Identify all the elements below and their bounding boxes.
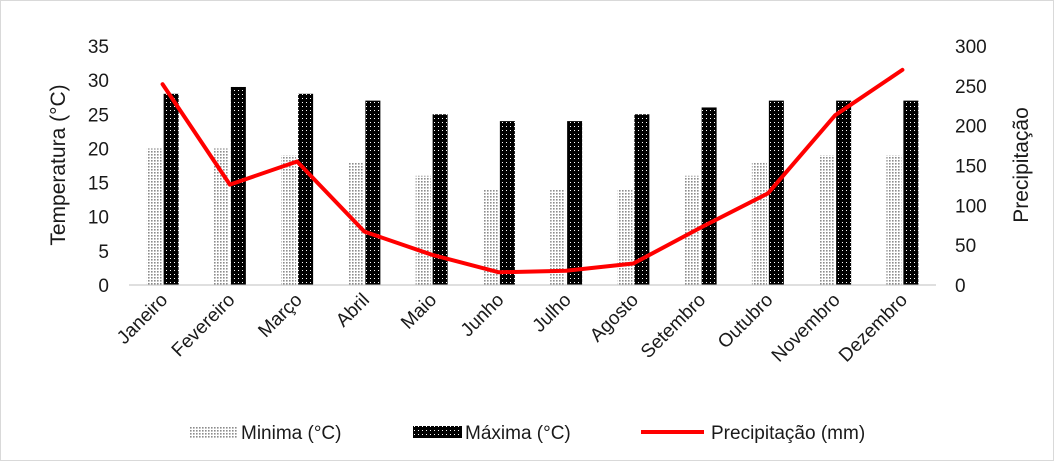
x-tick-label: Julho	[529, 290, 576, 337]
legend: Minima (°C) Máxima (°C) Precipitação (mm)	[190, 423, 865, 444]
precipitation-line	[163, 70, 903, 272]
bar-minima	[281, 155, 296, 285]
bar-minima	[416, 176, 431, 285]
x-tick-label: Junho	[457, 290, 508, 341]
y-axis-title: Temperatura (°C)	[47, 84, 70, 245]
y-tick-label: 0	[98, 276, 109, 297]
y-tick-label: 20	[88, 139, 109, 160]
x-tick-label: Novembro	[768, 290, 845, 367]
y2-tick-label: 0	[955, 276, 966, 297]
x-tick-label: Dezembro	[835, 290, 912, 367]
y-tick-label: 15	[88, 174, 109, 195]
y2-tick-label: 200	[955, 117, 987, 138]
bar-minima	[752, 162, 767, 285]
bar-maxima	[567, 121, 582, 285]
bar-minima	[819, 155, 834, 285]
axes-layer: 0 5 10 15 20 25 30 35 0 50 100 150 200 250 300 JaneiroF…	[47, 37, 1033, 367]
x-tick-label: Março	[254, 290, 306, 342]
bar-maxima	[836, 101, 851, 285]
bar-minima	[147, 148, 162, 285]
legend-label-maxima: Máxima (°C)	[465, 423, 571, 444]
line-layer	[163, 70, 903, 273]
y-tick-label: 30	[88, 71, 109, 92]
bar-maxima	[164, 94, 179, 285]
bar-minima	[617, 189, 632, 285]
y-tick-label: 5	[98, 242, 109, 263]
y-tick-label: 25	[88, 105, 109, 126]
bar-maxima	[365, 101, 380, 285]
y-tick-label: 10	[88, 208, 109, 229]
y2-axis-title: Precipitação	[1010, 107, 1033, 223]
legend-swatch-minima	[190, 426, 237, 438]
bar-maxima	[769, 101, 784, 285]
bar-maxima	[500, 121, 515, 285]
x-tick-label: Janeiro	[113, 290, 172, 349]
bars-layer	[147, 87, 919, 285]
legend-label-precipitation: Precipitação (mm)	[711, 423, 865, 444]
bar-maxima	[903, 101, 918, 285]
legend-swatch-maxima	[413, 426, 462, 438]
y-tick-label: 35	[88, 37, 109, 58]
y2-tick-label: 300	[955, 37, 987, 58]
x-tick-label: Maio	[397, 290, 441, 334]
y2-tick-label: 50	[955, 236, 976, 257]
x-tick-label: Agosto	[586, 290, 643, 347]
y2-tick-label: 150	[955, 157, 987, 178]
bar-maxima	[702, 107, 717, 285]
x-tick-label: Setembro	[637, 290, 710, 363]
y2-tick-label: 100	[955, 196, 987, 217]
legend-label-minima: Minima (°C)	[241, 423, 341, 444]
bar-minima	[886, 155, 901, 285]
x-tick-label: Outubro	[714, 290, 777, 353]
y2-tick-label: 250	[955, 77, 987, 98]
bar-maxima	[231, 87, 246, 285]
x-tick-label: Fevereiro	[168, 290, 240, 362]
bar-maxima	[298, 94, 313, 285]
x-tick-label: Abril	[332, 290, 374, 332]
